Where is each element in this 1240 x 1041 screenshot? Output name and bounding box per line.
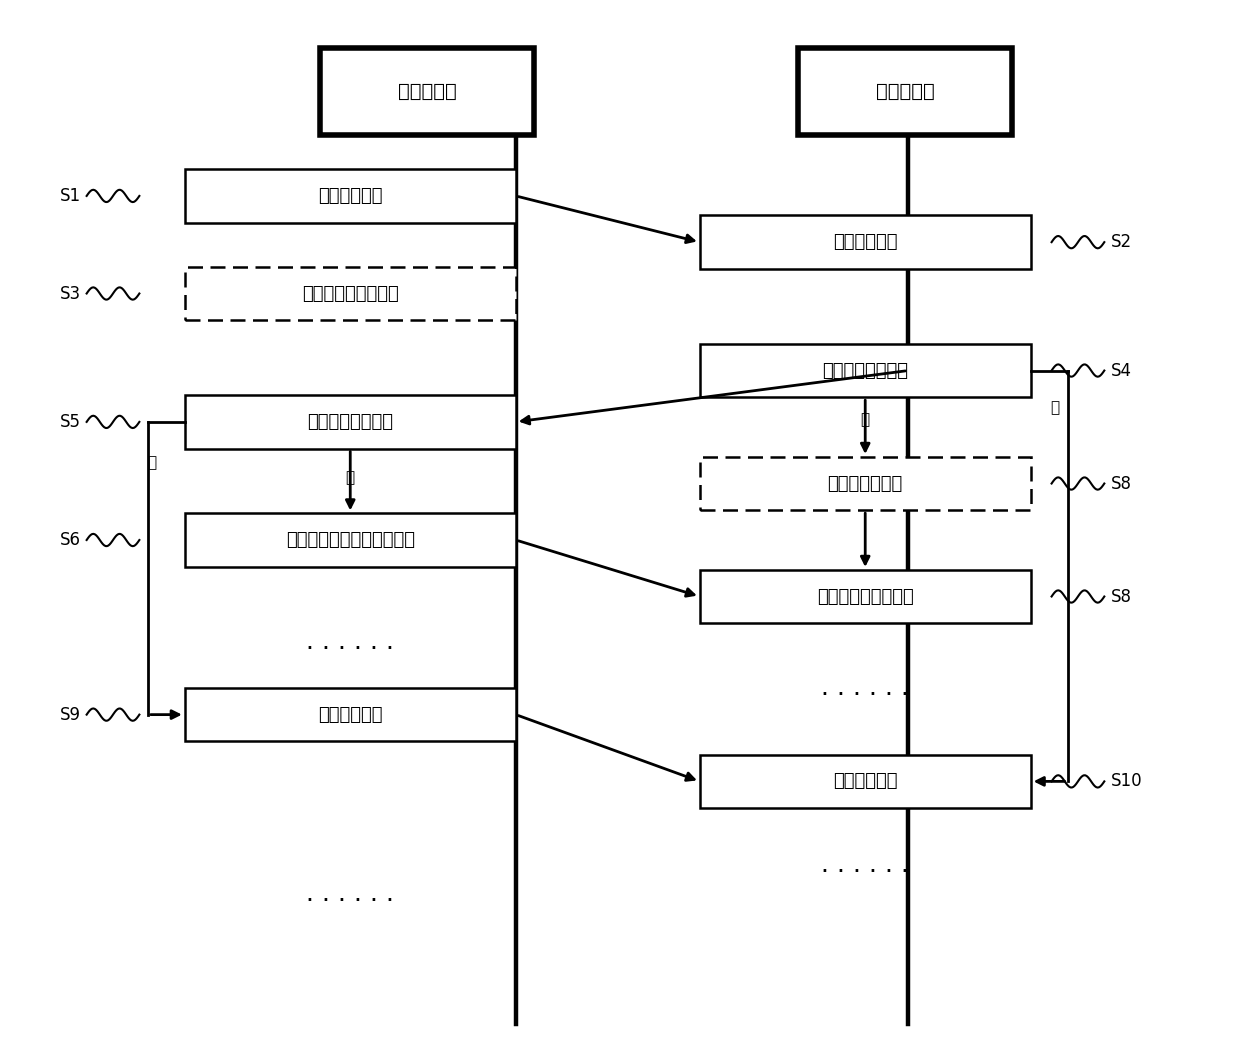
Text: S6: S6	[60, 531, 81, 549]
Text: S8: S8	[1111, 475, 1131, 492]
Text: 数据发送过程: 数据发送过程	[317, 187, 382, 205]
Text: 判断是否接收完成: 判断是否接收完成	[822, 361, 908, 380]
FancyBboxPatch shape	[185, 396, 516, 449]
Text: S3: S3	[60, 284, 81, 303]
FancyBboxPatch shape	[699, 215, 1030, 269]
Text: 数据重发的接收过程: 数据重发的接收过程	[817, 587, 914, 606]
Text: S8: S8	[1111, 587, 1131, 606]
Text: 等待接收端完成状态: 等待接收端完成状态	[301, 284, 398, 303]
FancyBboxPatch shape	[185, 513, 516, 566]
Text: 是: 是	[148, 456, 156, 471]
Text: S5: S5	[60, 413, 81, 431]
Text: S9: S9	[60, 706, 81, 723]
Text: S4: S4	[1111, 361, 1131, 380]
Text: 下次发送过程: 下次发送过程	[317, 706, 382, 723]
FancyBboxPatch shape	[185, 688, 516, 741]
Text: 等待发送端重发: 等待发送端重发	[827, 475, 903, 492]
Text: 数据接收端: 数据接收端	[875, 82, 935, 101]
Text: · · · · · ·: · · · · · ·	[821, 860, 909, 884]
FancyBboxPatch shape	[797, 48, 1012, 135]
Text: 判断是否接收完成: 判断是否接收完成	[308, 413, 393, 431]
FancyBboxPatch shape	[699, 755, 1030, 808]
FancyBboxPatch shape	[699, 344, 1030, 398]
FancyBboxPatch shape	[185, 266, 516, 321]
Text: 是: 是	[1050, 400, 1060, 415]
Text: 下次接收过程: 下次接收过程	[833, 772, 898, 790]
FancyBboxPatch shape	[320, 48, 534, 135]
Text: 数据发送端: 数据发送端	[398, 82, 456, 101]
Text: 数据接收过程: 数据接收过程	[833, 233, 898, 251]
Text: S10: S10	[1111, 772, 1142, 790]
Text: 未完成数据重发的发送过程: 未完成数据重发的发送过程	[285, 531, 414, 549]
FancyBboxPatch shape	[185, 170, 516, 223]
Text: 否: 否	[346, 469, 355, 485]
Text: · · · · · ·: · · · · · ·	[821, 683, 909, 707]
Text: S2: S2	[1111, 233, 1132, 251]
Text: · · · · · ·: · · · · · ·	[306, 889, 394, 913]
FancyBboxPatch shape	[699, 457, 1030, 510]
FancyBboxPatch shape	[699, 569, 1030, 624]
Text: S1: S1	[60, 187, 81, 205]
Text: 否: 否	[861, 412, 869, 428]
Text: · · · · · ·: · · · · · ·	[306, 637, 394, 661]
